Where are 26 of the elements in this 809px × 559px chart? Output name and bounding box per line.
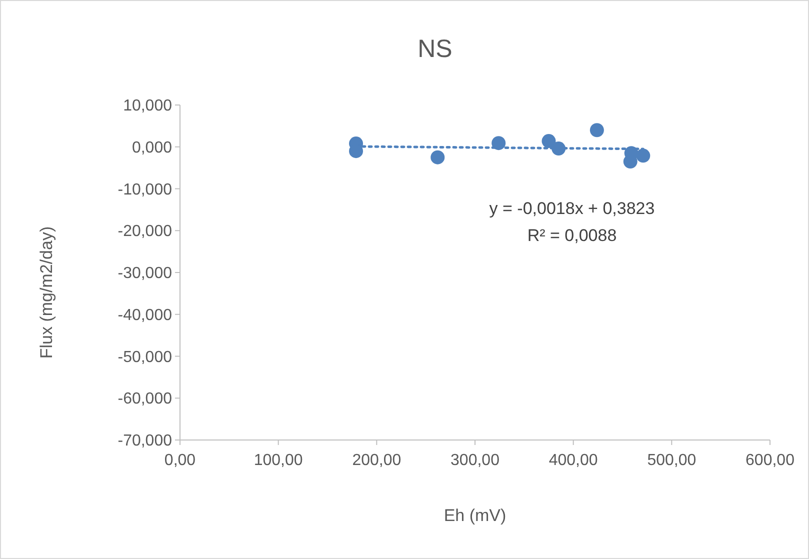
y-tick-label: -30,000 xyxy=(118,265,172,282)
x-tick-label: 300,00 xyxy=(450,452,500,469)
point xyxy=(542,134,556,148)
x-tick-label: 500,00 xyxy=(647,452,696,469)
point xyxy=(623,154,638,169)
annotation: R² = 0,0088 xyxy=(527,226,617,245)
y-tick-label: 0,000 xyxy=(132,139,172,156)
x-axis-title: Eh (mV) xyxy=(444,506,506,525)
x-tick-label: 600,00 xyxy=(746,452,795,469)
y-tick-label: -60,000 xyxy=(118,390,172,408)
chart-title: NS xyxy=(418,35,452,63)
y-tick-label: -10,000 xyxy=(118,181,172,198)
point xyxy=(590,123,604,138)
x-tick-label: 200,00 xyxy=(352,452,402,469)
y-tick-label: -50,000 xyxy=(118,348,172,366)
point xyxy=(430,150,445,164)
x-tick-label: 100,00 xyxy=(254,452,303,469)
y-axis-title: Flux (mg/m2/day) xyxy=(37,226,56,359)
y-tick-label: -40,000 xyxy=(118,306,172,324)
x-tick-label: 0,00 xyxy=(164,452,196,469)
y-tick-label: -20,000 xyxy=(118,223,172,240)
x-tick-label: 400,00 xyxy=(548,452,598,469)
point xyxy=(636,148,650,163)
y-tick-label: -70,000 xyxy=(118,432,172,450)
y-tick-label: 10,000 xyxy=(123,98,172,115)
annotation: y = -0,0018x + 0,3823 xyxy=(489,199,655,218)
